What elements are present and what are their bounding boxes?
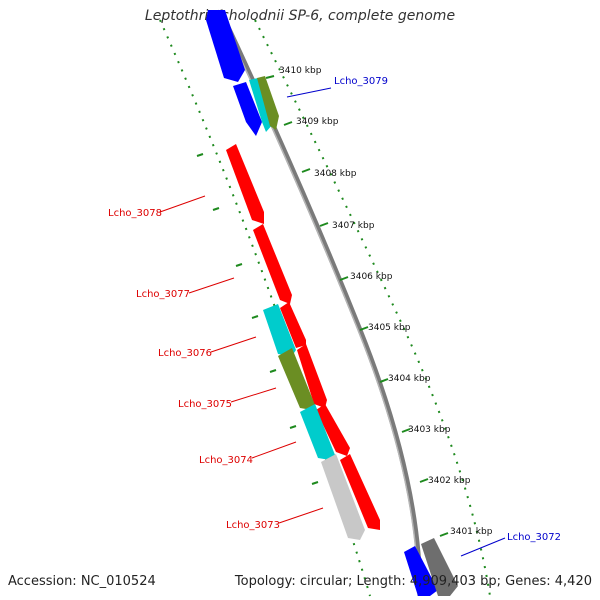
kbp-label: 3409 kbp — [296, 117, 339, 127]
gene-red-4[interactable] — [297, 344, 327, 408]
inner-scale-ring — [159, 19, 371, 597]
gene-label-leader — [210, 336, 257, 353]
gene-label[interactable]: Lcho_3077 — [136, 289, 190, 300]
gene-label-leader — [251, 441, 297, 459]
gene-label[interactable]: Lcho_3074 — [199, 455, 253, 466]
gene-label[interactable]: Lcho_3073 — [226, 520, 280, 531]
gene-lcho3072-gray[interactable] — [421, 538, 458, 596]
gene-label[interactable]: Lcho_3075 — [178, 399, 232, 410]
gene-label[interactable]: Lcho_3076 — [158, 348, 212, 359]
scale-ticks — [265, 75, 449, 537]
gene-red-6[interactable] — [340, 454, 380, 530]
inner-genes — [263, 304, 365, 540]
kbp-label: 3404 kbp — [388, 374, 431, 384]
gene-olive-1[interactable] — [278, 348, 315, 410]
gene-red-3[interactable] — [280, 302, 306, 348]
kbp-label: 3410 kbp — [279, 66, 322, 76]
gene-red-1[interactable] — [226, 144, 264, 224]
gene-lcho3072-blue[interactable] — [404, 546, 438, 596]
outer-scale-ring — [254, 19, 491, 597]
inner-scale-ticks — [196, 153, 319, 485]
kbp-labels: 3410 kbp 3409 kbp 3408 kbp 3407 kbp 3406 kbp… — [279, 66, 493, 537]
gene-label[interactable]: Lcho_3079 — [334, 76, 388, 87]
gene-red-2[interactable] — [253, 224, 292, 304]
outer-genes — [206, 10, 458, 596]
gene-lcho3079-olive[interactable] — [257, 76, 279, 130]
kbp-label: 3403 kbp — [408, 425, 451, 435]
kbp-label: 3402 kbp — [428, 476, 471, 486]
kbp-label: 3408 kbp — [314, 169, 357, 179]
gene-label-leader — [230, 387, 277, 403]
gene-label-leader — [159, 195, 206, 213]
gene-label-leader — [188, 277, 235, 294]
gene-labels: Lcho_3079 Lcho_3078 Lcho_3077 Lcho_3076 Lcho… — [108, 76, 561, 557]
genome-summary: Topology: circular; Length: 4,909,403 bp… — [234, 574, 592, 589]
kbp-label: 3405 kbp — [368, 323, 411, 333]
accession-text: Accession: NC_010524 — [8, 574, 156, 589]
gene-red-5[interactable] — [316, 404, 350, 456]
gene-silver-1[interactable] — [321, 454, 365, 540]
gene-cyan-2[interactable] — [300, 404, 335, 460]
kbp-label: 3406 kbp — [350, 272, 393, 282]
gene-label[interactable]: Lcho_3072 — [507, 532, 561, 543]
gene-label-leader — [460, 537, 506, 557]
kbp-label: 3401 kbp — [450, 527, 493, 537]
gene-label-leader — [286, 87, 332, 98]
gene-label[interactable]: Lcho_3078 — [108, 208, 162, 219]
gene-cyan-1[interactable] — [263, 304, 296, 356]
gene-lcho3079-blue[interactable] — [233, 82, 262, 136]
gene-blue-top[interactable] — [206, 10, 245, 82]
gene-label-leader — [278, 507, 324, 524]
gene-lcho3079-cyan[interactable] — [249, 78, 273, 132]
kbp-label: 3407 kbp — [332, 221, 375, 231]
